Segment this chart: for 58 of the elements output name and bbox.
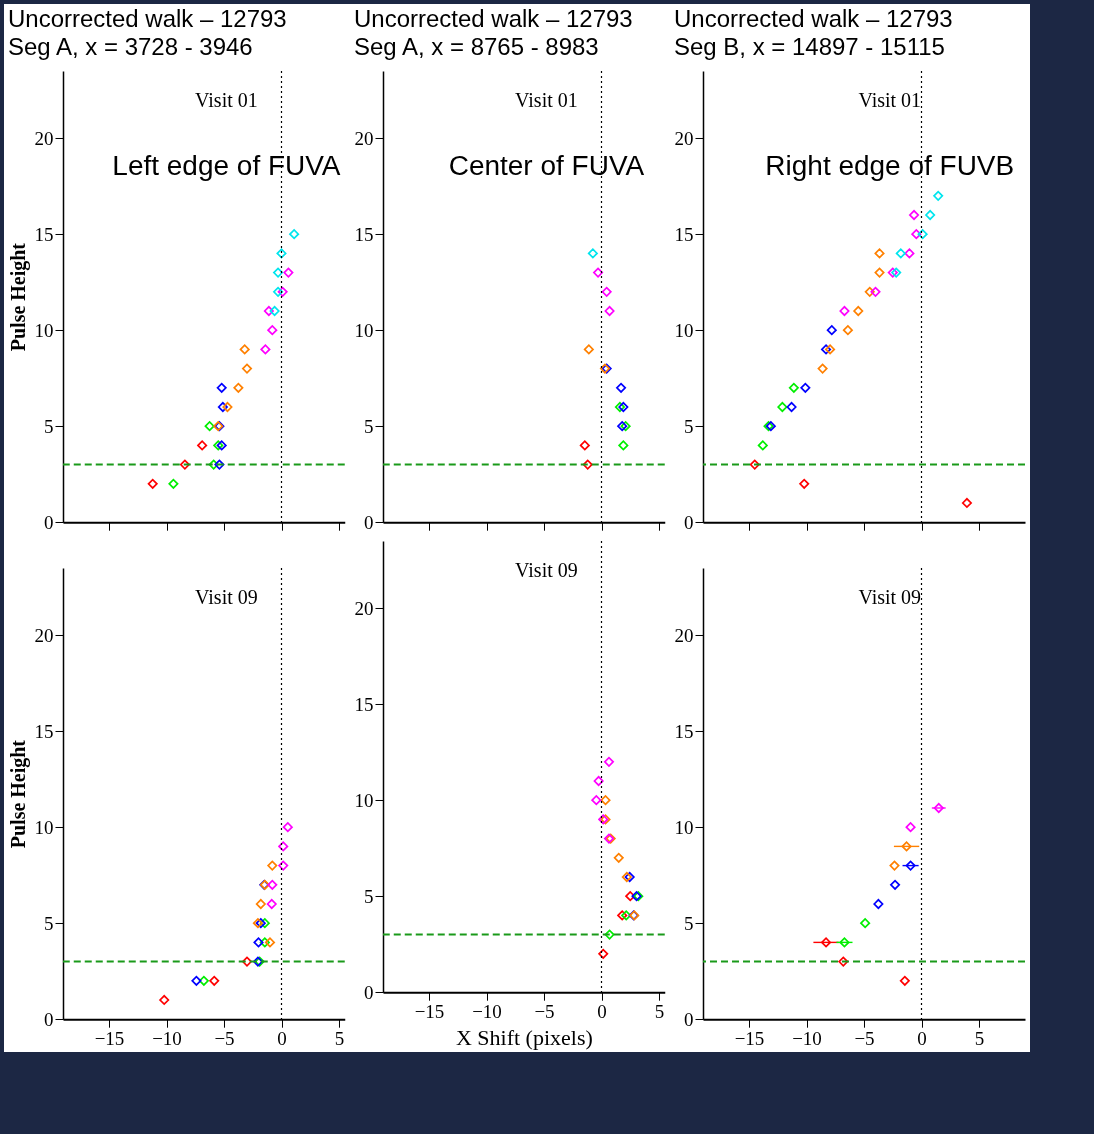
y-axis-title: Pulse Height bbox=[6, 739, 30, 849]
annotation: Visit 01 bbox=[195, 89, 258, 111]
annotation: Left edge of FUVA bbox=[112, 150, 341, 181]
y-tick-label: 20 bbox=[674, 624, 693, 646]
annotation: Visit 09 bbox=[514, 559, 578, 582]
x-tick-label: −10 bbox=[471, 1000, 502, 1022]
y-tick-label: 10 bbox=[354, 319, 374, 341]
y-tick-label: 10 bbox=[354, 789, 374, 811]
y-tick-label: 10 bbox=[34, 816, 54, 838]
x-tick-label: 5 bbox=[974, 1027, 984, 1049]
x-tick-label: −10 bbox=[152, 1027, 182, 1049]
y-tick-label: 15 bbox=[354, 693, 374, 715]
x-tick-label: −15 bbox=[94, 1027, 125, 1049]
x-tick-label: 0 bbox=[597, 1000, 607, 1022]
y-tick-label: 5 bbox=[44, 415, 54, 437]
y-tick-label: 10 bbox=[674, 816, 693, 838]
chart-title: Uncorrected walk – 12793 Seg A, x = 8765 - 8983 bbox=[353, 5, 633, 61]
y-tick-label: 15 bbox=[34, 223, 54, 245]
y-tick-label: 0 bbox=[363, 981, 374, 1003]
y-tick-label: 15 bbox=[674, 223, 693, 245]
annotation: Visit 09 bbox=[857, 586, 921, 609]
x-tick-label: −5 bbox=[214, 1027, 235, 1049]
annotation: Right edge of FUVB bbox=[764, 150, 1014, 181]
x-tick-label: 0 bbox=[916, 1027, 927, 1049]
y-tick-label: 20 bbox=[34, 127, 54, 149]
x-tick-label: −5 bbox=[853, 1027, 875, 1049]
y-tick-label: 20 bbox=[674, 127, 693, 149]
annotation: Center of FUVA bbox=[448, 150, 645, 181]
annotation: Visit 01 bbox=[514, 89, 578, 111]
y-tick-label: 5 bbox=[44, 912, 54, 934]
y-tick-label: 15 bbox=[674, 720, 693, 742]
chart-title: Uncorrected walk – 12793 Seg A, x = 3728 - 3946 bbox=[8, 5, 287, 61]
annotation: Visit 01 bbox=[857, 89, 921, 111]
y-tick-label: 15 bbox=[34, 720, 54, 742]
y-tick-label: 20 bbox=[34, 624, 54, 646]
x-tick-label: 5 bbox=[334, 1027, 345, 1049]
x-tick-label: −15 bbox=[734, 1027, 764, 1049]
x-axis-title: X Shift (pixels) bbox=[455, 1024, 593, 1050]
y-tick-label: 5 bbox=[683, 912, 693, 934]
annotation: Visit 09 bbox=[195, 586, 258, 609]
y-tick-label: 15 bbox=[354, 223, 374, 245]
y-tick-label: 5 bbox=[363, 885, 374, 907]
y-tick-label: 5 bbox=[363, 415, 374, 437]
y-tick-label: 10 bbox=[674, 319, 693, 341]
x-tick-label: 5 bbox=[654, 1000, 664, 1022]
chart-title: Uncorrected walk – 12793 Seg B, x = 14897 - 15115 bbox=[673, 5, 953, 61]
x-tick-label: −15 bbox=[414, 1000, 445, 1022]
y-tick-label: 0 bbox=[363, 511, 374, 533]
y-tick-label: 0 bbox=[44, 511, 54, 533]
x-tick-label: 0 bbox=[277, 1027, 287, 1049]
y-axis-title: Pulse Height bbox=[6, 242, 30, 352]
x-tick-label: −10 bbox=[791, 1027, 822, 1049]
y-tick-label: 10 bbox=[34, 319, 54, 341]
y-tick-label: 20 bbox=[354, 597, 374, 619]
y-tick-label: 0 bbox=[683, 511, 693, 533]
y-tick-label: 5 bbox=[683, 415, 693, 437]
x-tick-label: −5 bbox=[534, 1000, 555, 1022]
y-tick-label: 20 bbox=[354, 127, 374, 149]
